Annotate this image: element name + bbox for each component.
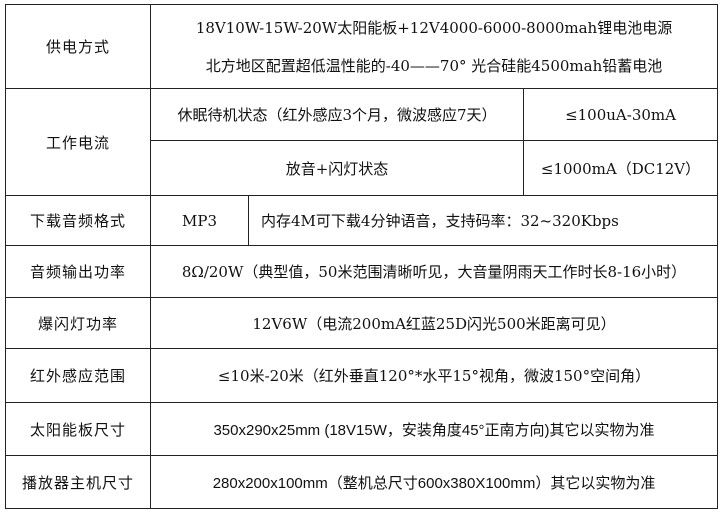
value-audio-power: 8Ω/20W（典型值，50米范围清晰听见，大音量阴雨天工作时长8-16小时） [149, 245, 719, 298]
label-solar-size: 太阳能板尺寸 [5, 402, 151, 456]
table-row-audio-power: 音频输出功率 8Ω/20W（典型值，50米范围清晰听见，大音量阴雨天工作时长8-… [5, 245, 719, 298]
value-strobe-power: 12V6W（电流200mA红蓝25D闪光500米距离可见） [149, 297, 719, 349]
spec-table: 供电方式 18V10W-15W-20W太阳能板+12V4000-6000-800… [5, 4, 719, 509]
label-ir-range: 红外感应范围 [5, 348, 151, 403]
table-row-host-size: 播放器主机尺寸 280x200x100mm（整机总尺寸600x380X100mm… [5, 455, 719, 509]
table-row-working-current: 工作电流 休眠待机状态（红外感应3个月，微波感应7天） ≤100uA-30mA [5, 88, 719, 196]
table-row-solar-size: 太阳能板尺寸 350x290x25mm (18V15W，安装角度45°正南方向)… [5, 402, 719, 456]
table-row-strobe-power: 爆闪灯功率 12V6W（电流200mA红蓝25D闪光500米距离可见） [5, 297, 719, 349]
power-line-2: 北方地区配置超低温性能的-40——70° 光合硅能4500mah铅蓄电池 [205, 56, 663, 75]
value-power-supply: 18V10W-15W-20W太阳能板+12V4000-6000-8000mah锂… [149, 4, 719, 89]
table-row-audio-format: 下载音频格式 MP3 内存4M可下载4分钟语音，支持码率：32~320Kbps [5, 195, 719, 246]
value-host-size: 280x200x100mm（整机总尺寸600x380X100mm）其它以实物为准 [149, 455, 719, 509]
label-host-size: 播放器主机尺寸 [5, 455, 151, 509]
label-strobe-power: 爆闪灯功率 [5, 297, 151, 349]
value-audio-format: 内存4M可下载4分钟语音，支持码率：32~320Kbps [247, 195, 719, 246]
value-playing: ≤1000mA（DC12V） [522, 140, 719, 196]
value-ir-range: ≤10米-20米（红外垂直120°*水平15°视角，微波150°空间角） [149, 348, 719, 403]
table-row-ir-range: 红外感应范围 ≤10米-20米（红外垂直120°*水平15°视角，微波150°空… [5, 348, 719, 403]
label-audio-format: 下载音频格式 [5, 195, 151, 246]
label-audio-power: 音频输出功率 [5, 245, 151, 298]
value-standby: ≤100uA-30mA [522, 88, 719, 141]
state-standby: 休眠待机状态（红外感应3个月，微波感应7天） [150, 88, 524, 141]
power-line-1: 18V10W-15W-20W太阳能板+12V4000-6000-8000mah锂… [195, 18, 673, 37]
value-solar-size: 350x290x25mm (18V15W，安装角度45°正南方向)其它以实物为准 [149, 402, 719, 456]
state-playing: 放音+闪灯状态 [150, 140, 524, 196]
label-power-supply: 供电方式 [5, 4, 151, 89]
table-row-power-supply: 供电方式 18V10W-15W-20W太阳能板+12V4000-6000-800… [5, 4, 719, 89]
table-row-working-current-2: 放音+闪灯状态 ≤1000mA（DC12V） [6, 140, 719, 196]
label-working-current: 工作电流 [5, 88, 151, 196]
value-format: MP3 [150, 195, 249, 246]
